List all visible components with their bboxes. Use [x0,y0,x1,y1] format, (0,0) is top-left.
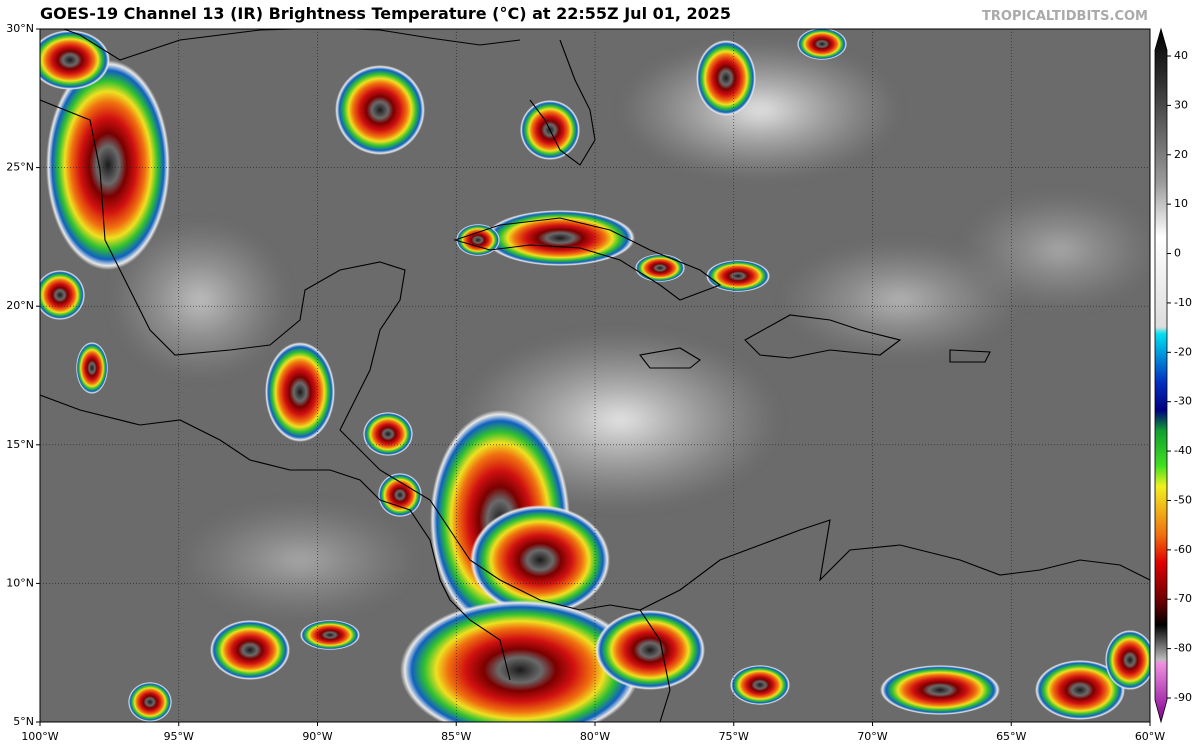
colorbar-label: -20 [1174,345,1192,358]
lon-label: 100°W [21,730,58,743]
colorbar-ticks: 40 30 20 10 0 -10 -20 -30 -40 -50 -60 -70 -80 -90 [1167,49,1192,704]
colorbar-label: -90 [1174,691,1192,704]
lat-label: 10°N [6,576,34,589]
colorbar-label: -40 [1174,444,1192,457]
colorbar-label: -70 [1174,592,1192,605]
colorbar-label: -80 [1174,642,1192,655]
colorbar-label: 30 [1174,98,1188,111]
graticule [36,28,1151,726]
colorbar-scale [1154,27,1168,724]
colorbar-label: -10 [1174,296,1192,309]
lon-label: 80°W [580,730,610,743]
colorbar-label: -50 [1174,493,1192,506]
coastlines [40,29,1150,722]
colorbar: 40 30 20 10 0 -10 -20 -30 -40 -50 -60 -70 -80 -90 [1154,27,1192,724]
axis-labels: 30°N 25°N 20°N 15°N 10°N 5°N 100°W 95°W 90°W 85°W… [6,22,1165,743]
lon-label: 90°W [302,730,332,743]
colorbar-label: 0 [1174,247,1181,260]
colorbar-label: -30 [1174,395,1192,408]
lat-label: 25°N [6,161,34,174]
lat-label: 30°N [6,22,34,35]
lat-label: 5°N [13,715,34,728]
satellite-image [40,29,1150,722]
colorbar-label: 40 [1174,49,1188,62]
lon-label: 85°W [441,730,471,743]
lon-label: 70°W [857,730,887,743]
lon-label: 60°W [1135,730,1165,743]
title: GOES-19 Channel 13 (IR) Brightness Tempe… [40,4,731,23]
lat-label: 20°N [6,299,34,312]
lon-label: 75°W [719,730,749,743]
lat-label: 15°N [6,438,34,451]
lon-label: 65°W [996,730,1026,743]
colorbar-label: 10 [1174,197,1188,210]
credit: TROPICALTIDBITS.COM [982,9,1148,24]
lon-label: 95°W [164,730,194,743]
colorbar-label: -60 [1174,543,1192,556]
colorbar-label: 20 [1174,148,1188,161]
